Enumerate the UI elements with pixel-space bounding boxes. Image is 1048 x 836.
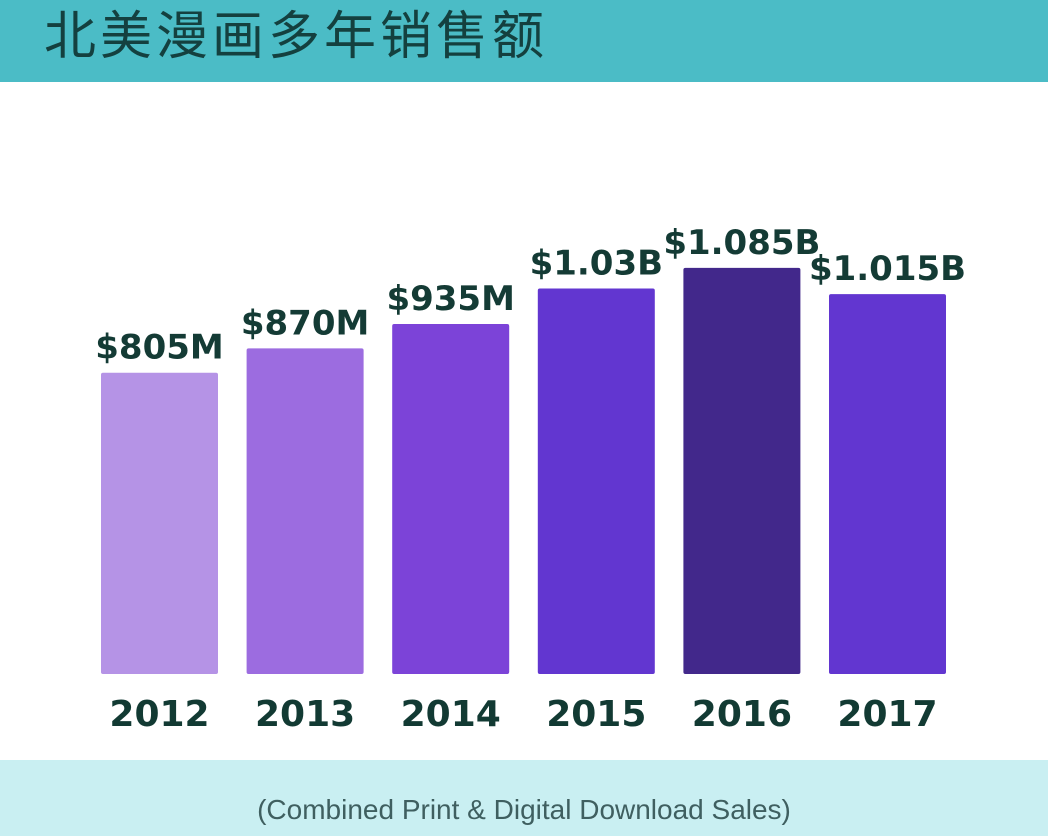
category-label-2015: 2015 xyxy=(546,694,646,735)
data-label-2014: $935M xyxy=(386,279,514,319)
header-band xyxy=(0,0,1048,82)
category-label-2017: 2017 xyxy=(837,694,937,735)
bar-chart: $805M 2012 $870M 2013 $935M 2014 $1.03B 2015 $1.… xyxy=(95,223,966,735)
bar-2014 xyxy=(392,324,510,674)
bar-2017 xyxy=(829,294,946,674)
chart-footnote: (Combined Print & Digital Download Sales… xyxy=(257,794,791,825)
chart-title: 北美漫画多年销售额 xyxy=(44,7,549,67)
footer-band xyxy=(0,760,1048,836)
data-label-2015: $1.03B xyxy=(530,243,663,283)
data-label-2013: $870M xyxy=(241,303,369,343)
category-label-2016: 2016 xyxy=(692,694,792,735)
category-label-2014: 2014 xyxy=(401,694,501,735)
data-label-2017: $1.015B xyxy=(809,249,966,289)
data-label-2016: $1.085B xyxy=(663,223,820,263)
category-label-2013: 2013 xyxy=(255,694,355,735)
data-label-2012: $805M xyxy=(95,328,223,368)
bar-2016 xyxy=(683,267,801,674)
bar-2012 xyxy=(101,372,218,674)
bar-2015 xyxy=(537,288,655,674)
bar-2013 xyxy=(246,348,364,674)
category-label-2012: 2012 xyxy=(109,694,209,735)
